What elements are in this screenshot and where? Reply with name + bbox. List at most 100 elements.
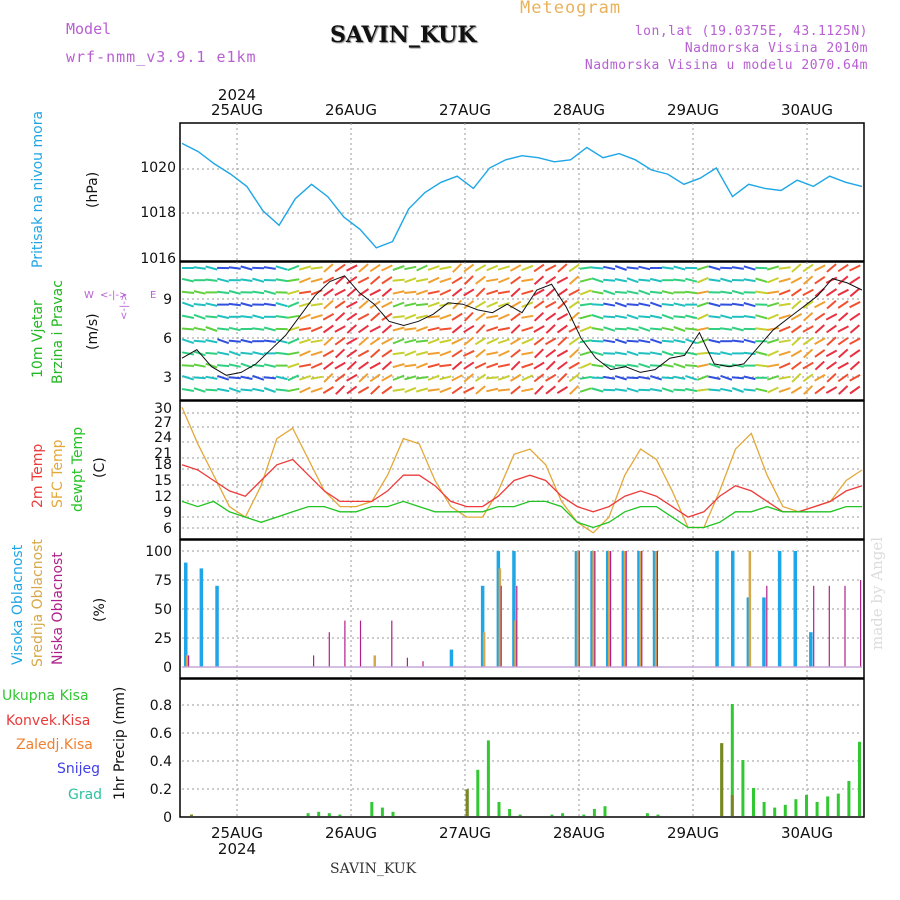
cloud-bar bbox=[359, 620, 362, 667]
wind-barb bbox=[415, 339, 429, 343]
wind-barb bbox=[814, 324, 825, 334]
wind-barb bbox=[825, 349, 838, 358]
wind-barb bbox=[240, 338, 253, 344]
wind-barb bbox=[603, 326, 616, 332]
cloud-label-1: Visoka Oblacnost bbox=[10, 544, 26, 665]
cloud-bar bbox=[480, 585, 485, 667]
temp-unit: (C) bbox=[92, 457, 108, 478]
wind-barb bbox=[392, 278, 405, 282]
wind-barb bbox=[708, 388, 721, 392]
wind-speed-line bbox=[181, 275, 863, 376]
precip-bar bbox=[730, 704, 734, 816]
wind-barb bbox=[486, 314, 499, 319]
wind-barb bbox=[591, 290, 604, 295]
wind-barb bbox=[369, 263, 381, 273]
wind-barb bbox=[217, 364, 230, 368]
wind-barb bbox=[369, 373, 381, 383]
day-labels-bottom: 25AUG 26AUG 27AUG 28AUG 29AUG 30AUG bbox=[211, 824, 833, 842]
wind-barb bbox=[358, 263, 369, 273]
precip-bar bbox=[645, 813, 649, 816]
wind-barb bbox=[451, 287, 463, 297]
temp-tick: 9 bbox=[163, 505, 172, 521]
wind-barb bbox=[591, 314, 604, 320]
cloud-bar bbox=[610, 551, 612, 667]
pressure-label: Pritisak na nivou mora bbox=[30, 111, 46, 268]
elevation-label: Nadmorska Visina 2010m bbox=[684, 41, 868, 56]
cloud-bar bbox=[512, 551, 516, 667]
wind-barb bbox=[755, 277, 768, 283]
y-ticks: 1016 1018 1020 3 6 9 6 9 12 15 18 21 24 … bbox=[140, 160, 176, 826]
wind-barb bbox=[463, 263, 475, 273]
wind-barb bbox=[392, 315, 405, 319]
wind-barb bbox=[381, 276, 393, 285]
wind-barb bbox=[346, 360, 357, 371]
wind-barb bbox=[358, 299, 369, 310]
cloud-bar bbox=[482, 632, 486, 667]
wind-barb bbox=[427, 315, 440, 319]
wind-barb bbox=[193, 290, 206, 295]
wind-barb bbox=[778, 266, 791, 270]
wind-barb bbox=[298, 290, 312, 295]
wind-barb bbox=[252, 327, 265, 331]
wind-barb bbox=[591, 266, 604, 270]
cloud-bar bbox=[608, 551, 611, 667]
wind-barb bbox=[451, 374, 463, 382]
precip-bar bbox=[815, 802, 819, 816]
wind-barb bbox=[415, 314, 429, 320]
cloud-bar bbox=[576, 551, 580, 667]
wind-barb bbox=[381, 337, 393, 345]
wind-barb bbox=[205, 302, 218, 307]
wind-barb bbox=[463, 386, 475, 394]
wind-barb bbox=[814, 373, 826, 382]
wind-barb bbox=[275, 315, 288, 319]
cloud-frame bbox=[179, 539, 865, 679]
wind-barb bbox=[790, 288, 802, 297]
wind-barb bbox=[661, 339, 674, 343]
precip-bar bbox=[762, 802, 766, 816]
wind-barb bbox=[568, 312, 580, 322]
wind-barb bbox=[463, 373, 475, 383]
wind-barb bbox=[298, 338, 312, 344]
wind-barb bbox=[731, 339, 745, 343]
cloud-bar bbox=[215, 585, 219, 667]
wind-barb bbox=[814, 385, 826, 395]
wind-barb bbox=[404, 386, 417, 394]
year-top: 2024 bbox=[218, 86, 256, 104]
wind-barb bbox=[334, 288, 346, 297]
wind-barb bbox=[661, 303, 674, 307]
wind-barb bbox=[415, 350, 429, 356]
wind-barb bbox=[661, 326, 674, 332]
cloud-bar bbox=[391, 620, 393, 667]
wind-barb bbox=[802, 325, 814, 333]
precip-tick: 0.8 bbox=[150, 698, 172, 714]
wind-barb bbox=[603, 289, 616, 296]
cloud-bar bbox=[652, 551, 657, 667]
wind-barb bbox=[474, 337, 487, 346]
cloud-bar bbox=[594, 551, 596, 667]
station-title: SAVIN_KUK bbox=[330, 22, 477, 48]
wind-barb bbox=[568, 300, 580, 309]
wind-barb bbox=[802, 336, 814, 346]
cloud-bar bbox=[762, 597, 766, 667]
plot-layer bbox=[181, 123, 863, 817]
wind-barb bbox=[357, 386, 370, 394]
wind-barb bbox=[790, 313, 803, 321]
day-label-top: 25AUG bbox=[211, 101, 263, 119]
wind-barb bbox=[298, 327, 312, 331]
wind-barb bbox=[673, 315, 686, 319]
wind-barb bbox=[802, 300, 814, 309]
wind-barb bbox=[837, 325, 849, 333]
wind-barb bbox=[755, 363, 768, 368]
wind-barb bbox=[534, 385, 544, 395]
wind-barb bbox=[205, 375, 218, 380]
wind-barb bbox=[720, 314, 733, 320]
wind-barb bbox=[310, 302, 323, 307]
wind-barb bbox=[415, 376, 429, 380]
wind-barb bbox=[299, 350, 311, 357]
wind-barb bbox=[614, 351, 627, 356]
wind-barb bbox=[603, 315, 616, 319]
wind-barb bbox=[569, 385, 580, 395]
precip-tick: 0 bbox=[163, 810, 172, 826]
temp-tick: 24 bbox=[154, 430, 172, 446]
wind-barb bbox=[673, 302, 686, 307]
